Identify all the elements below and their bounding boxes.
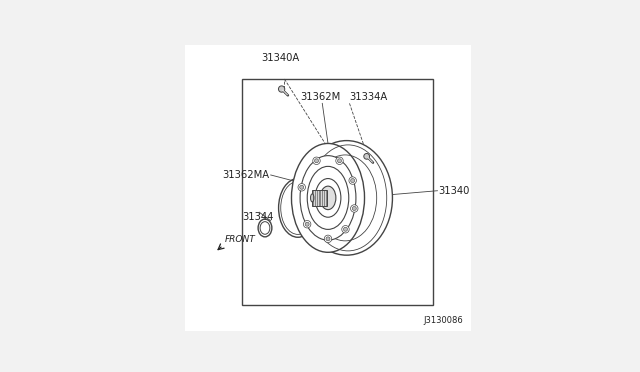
- Circle shape: [326, 237, 330, 241]
- Ellipse shape: [301, 141, 392, 255]
- Circle shape: [337, 159, 342, 163]
- Ellipse shape: [310, 194, 314, 202]
- Ellipse shape: [291, 144, 365, 252]
- Ellipse shape: [320, 186, 336, 210]
- Circle shape: [351, 205, 358, 212]
- Ellipse shape: [315, 179, 341, 217]
- Ellipse shape: [278, 179, 317, 237]
- Text: 31340: 31340: [438, 186, 470, 196]
- Bar: [312, 190, 326, 206]
- Circle shape: [364, 154, 369, 159]
- Text: 31344: 31344: [242, 212, 273, 222]
- Circle shape: [342, 225, 349, 233]
- Circle shape: [300, 185, 304, 189]
- Circle shape: [352, 206, 356, 211]
- Circle shape: [313, 157, 320, 164]
- Circle shape: [336, 157, 343, 164]
- Text: FRONT: FRONT: [225, 235, 255, 244]
- Ellipse shape: [258, 219, 272, 237]
- Circle shape: [349, 177, 356, 184]
- Ellipse shape: [260, 222, 270, 234]
- Bar: [242, 79, 433, 305]
- Ellipse shape: [300, 155, 356, 240]
- Text: J3130086: J3130086: [423, 316, 463, 326]
- Text: 31340A: 31340A: [262, 53, 300, 63]
- Circle shape: [324, 235, 332, 243]
- Circle shape: [314, 159, 319, 163]
- Ellipse shape: [281, 182, 315, 234]
- Text: 31362MA: 31362MA: [222, 170, 269, 180]
- Text: 31334A: 31334A: [349, 92, 388, 102]
- Circle shape: [298, 183, 305, 191]
- Circle shape: [303, 221, 311, 228]
- Circle shape: [278, 86, 285, 92]
- Text: 31362M: 31362M: [301, 92, 341, 102]
- Circle shape: [344, 227, 348, 231]
- Circle shape: [351, 179, 355, 183]
- Circle shape: [305, 222, 309, 226]
- Ellipse shape: [307, 166, 349, 230]
- FancyBboxPatch shape: [185, 45, 471, 331]
